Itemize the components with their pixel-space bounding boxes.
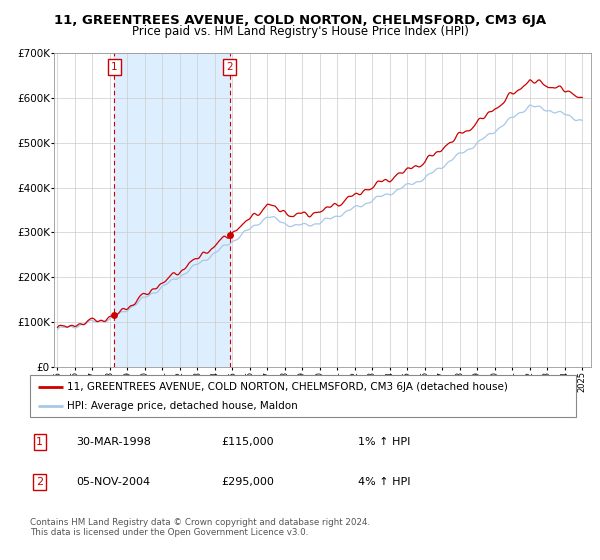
Text: 1% ↑ HPI: 1% ↑ HPI bbox=[358, 437, 410, 447]
Text: 2: 2 bbox=[226, 62, 233, 72]
Text: HPI: Average price, detached house, Maldon: HPI: Average price, detached house, Mald… bbox=[67, 401, 298, 411]
FancyBboxPatch shape bbox=[30, 375, 576, 417]
Text: Price paid vs. HM Land Registry's House Price Index (HPI): Price paid vs. HM Land Registry's House … bbox=[131, 25, 469, 38]
Text: 1: 1 bbox=[37, 437, 43, 447]
Text: £295,000: £295,000 bbox=[221, 477, 274, 487]
Text: £115,000: £115,000 bbox=[221, 437, 274, 447]
Text: 05-NOV-2004: 05-NOV-2004 bbox=[76, 477, 151, 487]
Text: 30-MAR-1998: 30-MAR-1998 bbox=[76, 437, 151, 447]
Text: 1: 1 bbox=[111, 62, 118, 72]
Text: 4% ↑ HPI: 4% ↑ HPI bbox=[358, 477, 410, 487]
Text: 2: 2 bbox=[36, 477, 43, 487]
Text: 11, GREENTREES AVENUE, COLD NORTON, CHELMSFORD, CM3 6JA (detached house): 11, GREENTREES AVENUE, COLD NORTON, CHEL… bbox=[67, 381, 508, 391]
Text: Contains HM Land Registry data © Crown copyright and database right 2024.
This d: Contains HM Land Registry data © Crown c… bbox=[30, 518, 370, 538]
Bar bbox=[115, 53, 230, 367]
Text: 11, GREENTREES AVENUE, COLD NORTON, CHELMSFORD, CM3 6JA: 11, GREENTREES AVENUE, COLD NORTON, CHEL… bbox=[54, 14, 546, 27]
